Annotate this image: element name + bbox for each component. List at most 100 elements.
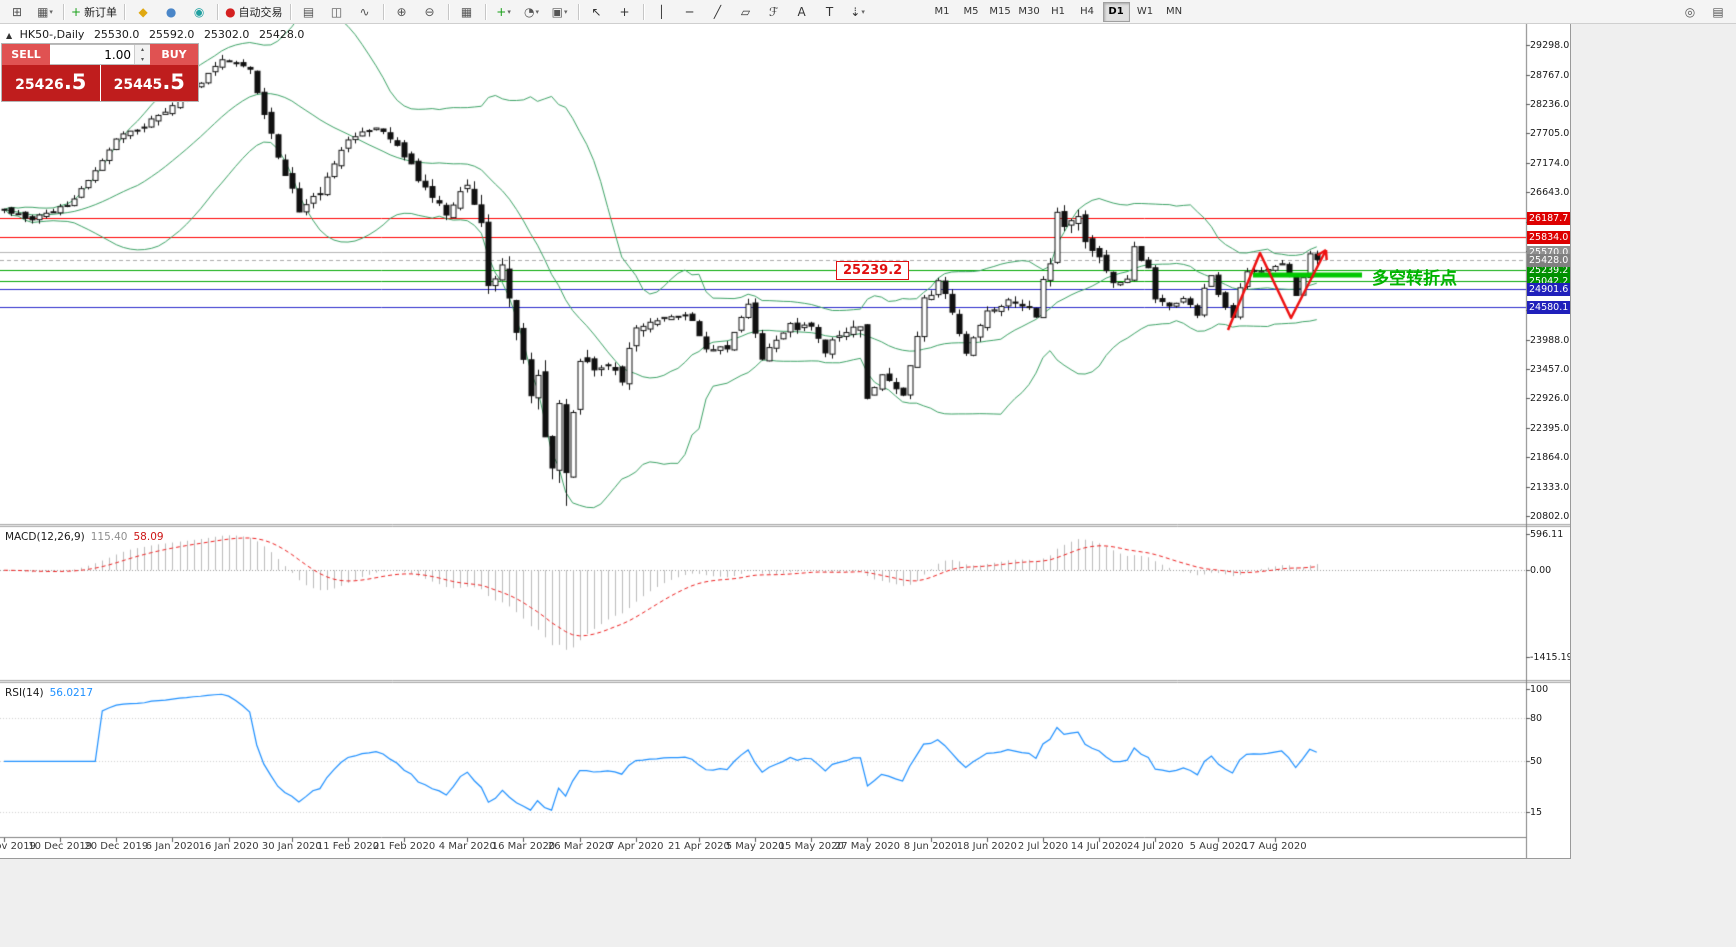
crosshair-button[interactable]: +: [611, 1, 639, 23]
mailbox-button[interactable]: ●: [157, 1, 185, 23]
timeframe-m15[interactable]: M15: [989, 6, 1011, 17]
text-label-button[interactable]: T: [816, 1, 844, 23]
zoom-out-button[interactable]: ⊖: [416, 1, 444, 23]
one-click-trading-panel: SELL ▴ ▾ BUY 25426.5 25445.5: [2, 44, 198, 101]
toolbar-group-zoom: ⊕ ⊖: [388, 1, 444, 23]
price-line-badge: 26187.7: [1527, 211, 1570, 225]
price-axis-label: 23988.0: [1530, 334, 1570, 346]
turning-point-label[interactable]: 多空转折点: [1372, 269, 1457, 290]
date-axis-label: 8 Jun 2020: [903, 841, 958, 852]
date-axis-label: 21 Feb 2020: [373, 841, 436, 852]
timeframe-m30[interactable]: M30: [1018, 6, 1040, 17]
toolbar-group-order: + 新订单: [68, 1, 120, 23]
chart-profiles-icon: ▦: [37, 4, 49, 19]
timeframe-w1[interactable]: W1: [1136, 6, 1154, 17]
date-axis-label: 27 May 2020: [834, 841, 901, 852]
buy-price[interactable]: 25445.5: [100, 65, 198, 101]
bar-chart-button[interactable]: ▤: [295, 1, 323, 23]
fibonacci-button[interactable]: ℱ: [760, 1, 788, 23]
trendline-button[interactable]: ╱: [704, 1, 732, 23]
sell-button[interactable]: SELL: [2, 44, 50, 65]
timeframe-h1[interactable]: H1: [1051, 6, 1065, 17]
line-chart-button[interactable]: ∿: [351, 1, 379, 23]
price-callout[interactable]: 25239.2: [836, 261, 910, 281]
current-price-badge: 25428.0: [1527, 253, 1570, 267]
date-axis-label: 2 Jul 2020: [1017, 841, 1069, 852]
rsi-axis-label: 15: [1530, 807, 1543, 819]
volume-down-button[interactable]: ▾: [135, 54, 150, 64]
date-axis-label: 10 Dec 2019: [28, 841, 93, 852]
ohlc-close: 25428.0: [258, 28, 305, 41]
buy-button[interactable]: BUY: [150, 44, 198, 65]
chart-ohlc-header: ▲ HK50-,Daily 25530.0 25592.0 25302.0 25…: [6, 28, 304, 41]
price-axis-label: 20802.0: [1530, 511, 1570, 523]
volume-input[interactable]: [50, 45, 134, 64]
timeframe-d1[interactable]: D1: [1102, 1, 1130, 22]
macd-axis-label: -1415.19: [1530, 651, 1571, 663]
fibonacci-icon: ℱ: [768, 4, 779, 19]
price-axis-label: 27705.0: [1530, 128, 1570, 140]
cursor-button[interactable]: ↖: [583, 1, 611, 23]
timeframe-m1[interactable]: M1: [934, 6, 950, 17]
periods-icon: ◔: [524, 4, 535, 19]
mailbox-icon: ●: [165, 4, 177, 19]
price-axis-label: 26643.0: [1530, 187, 1570, 199]
chart-profiles-button[interactable]: ▦ ▾: [31, 1, 59, 23]
data-window-button[interactable]: ▤: [1712, 5, 1724, 19]
news-button[interactable]: ◉: [185, 1, 213, 23]
ohlc-open: 25530.0: [93, 28, 140, 41]
candlestick-chart-button[interactable]: ◫: [323, 1, 351, 23]
zoom-in-icon: ⊕: [396, 4, 407, 19]
tile-windows-button[interactable]: ▦: [453, 1, 481, 23]
horizontal-line-button[interactable]: ─: [676, 1, 704, 23]
price-line-badge: 25239.2: [1527, 264, 1570, 278]
timeframe-mn[interactable]: MN: [1165, 6, 1183, 17]
new-order-label: 新订单: [84, 5, 118, 19]
toolbar-separator: [289, 3, 291, 20]
chevron-down-icon: ▾: [535, 7, 540, 16]
templates-button[interactable]: ▣ ▾: [546, 1, 574, 23]
indicators-icon: +: [496, 4, 507, 19]
date-axis-label: 15 May 2020: [778, 841, 844, 852]
toolbar-group-windows: ▦: [453, 1, 481, 23]
timeframe-h4[interactable]: H4: [1080, 6, 1094, 17]
arrow-objects-button[interactable]: ⇣ ▾: [844, 1, 872, 23]
date-axis-label: 20 Dec 2019: [84, 841, 149, 852]
chevron-down-icon: ▾: [507, 7, 511, 16]
price-axis-label: 22395.0: [1530, 422, 1570, 434]
toolbar-group-misc: ◆ ● ◉: [129, 1, 213, 23]
autotrading-button[interactable]: ● 自动交易: [222, 1, 285, 23]
equidistant-channel-button[interactable]: ▱: [732, 1, 760, 23]
toolbar-group-cursor: ↖ +: [583, 1, 639, 23]
date-axis-label: 30 Jan 2020: [261, 841, 322, 852]
vertical-line-button[interactable]: │: [648, 1, 676, 23]
date-axis-label: 16 Jan 2020: [198, 841, 259, 852]
tile-windows-icon: ▦: [460, 4, 473, 19]
periods-button[interactable]: ◔ ▾: [518, 1, 546, 23]
text-button[interactable]: A: [788, 1, 816, 23]
new-chart-button[interactable]: ⊞: [3, 1, 31, 23]
toolbar-separator: [124, 3, 126, 20]
date-axis-label: 11 Feb 2020: [316, 841, 380, 852]
price-axis-label: 21864.0: [1530, 452, 1570, 464]
timeframe-group: M1 M5 M15 M30 H1 H4 D1 W1 MN: [928, 1, 1189, 22]
price-line-badge: 25834.0: [1527, 231, 1570, 245]
price-chart-canvas[interactable]: [0, 24, 1570, 858]
toolbar-separator: [577, 3, 579, 20]
macd-label: MACD(12,26,9) 115.40 58.09: [5, 531, 164, 543]
new-order-button[interactable]: + 新订单: [68, 1, 120, 23]
zoom-in-button[interactable]: ⊕: [388, 1, 416, 23]
news-icon: ◉: [193, 4, 205, 19]
volume-up-button[interactable]: ▴: [135, 45, 150, 55]
alerts-button[interactable]: ◆: [129, 1, 157, 23]
collapse-panel-icon[interactable]: ▲: [6, 31, 13, 40]
search-button[interactable]: ◎: [1684, 5, 1696, 19]
price-axis-label: 22926.0: [1530, 393, 1570, 405]
timeframe-m5[interactable]: M5: [963, 6, 979, 17]
sell-price[interactable]: 25426.5: [2, 65, 100, 101]
vertical-line-icon: │: [657, 4, 666, 19]
autotrading-label: 自动交易: [238, 5, 283, 19]
date-axis-label: 24 Jul 2020: [1126, 841, 1184, 852]
indicators-button[interactable]: + ▾: [490, 1, 518, 23]
